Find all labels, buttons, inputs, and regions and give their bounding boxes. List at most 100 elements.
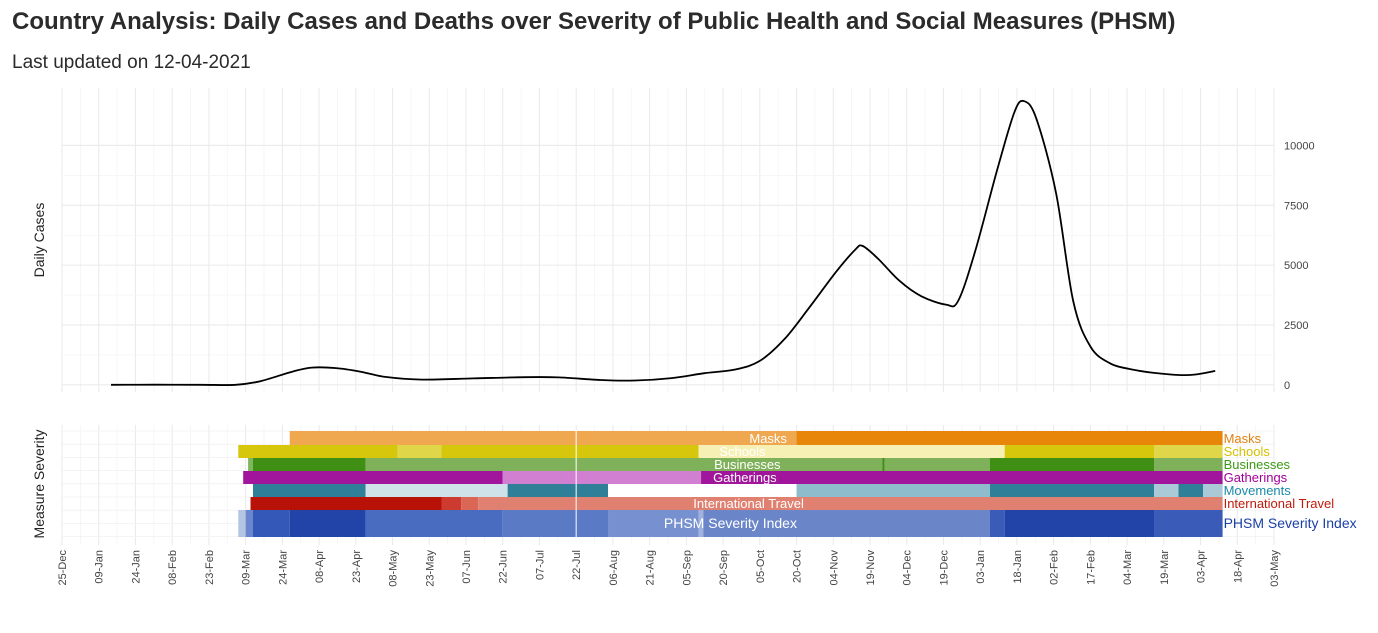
severity-segment <box>989 484 1155 497</box>
severity-segment <box>989 510 1005 537</box>
x-tick-label: 03-Jan <box>975 550 987 584</box>
severity-segment <box>461 497 479 510</box>
y-tick-label: 7500 <box>1284 200 1308 212</box>
severity-row <box>248 458 1223 471</box>
severity-segment <box>1154 484 1179 497</box>
severity-row-side-label: Schools <box>1224 444 1271 459</box>
severity-row <box>252 484 1223 497</box>
severity-segment <box>365 484 508 497</box>
severity-segment <box>252 510 290 537</box>
severity-segment <box>989 458 1155 471</box>
severity-y-axis-label: Measure Severity <box>31 430 47 539</box>
severity-segment <box>608 510 699 537</box>
severity-segment <box>252 458 366 471</box>
severity-row-inner-label: International Travel <box>693 496 804 511</box>
severity-segment <box>245 510 253 537</box>
date-x-axis: 25-Dec 09-Jan 24-Jan 08-Feb 23-Feb 09-Mar 24-M… <box>57 550 1281 587</box>
severity-segment <box>248 458 253 471</box>
severity-segment <box>1004 510 1155 537</box>
daily-cases-line <box>110 99 1216 386</box>
x-tick-label: 04-Nov <box>828 550 840 586</box>
page-title: Country Analysis: Daily Cases and Deaths… <box>12 8 1176 35</box>
severity-row <box>289 431 1223 445</box>
x-tick-label: 22-Jul <box>571 550 583 580</box>
severity-segment <box>502 510 609 537</box>
severity-segment <box>698 445 1005 458</box>
severity-segment <box>608 484 797 497</box>
severity-segment <box>289 510 366 537</box>
y-tick-label: 2500 <box>1284 320 1308 332</box>
severity-segment <box>250 497 442 510</box>
cases-line-layer <box>110 99 1216 386</box>
x-tick-label: 22-Jun <box>498 550 510 584</box>
severity-segment <box>796 431 1223 445</box>
severity-segment <box>502 471 702 484</box>
severity-segment <box>243 471 503 484</box>
severity-row <box>250 497 1223 510</box>
severity-segment <box>365 510 503 537</box>
cases-y-axis: 0 2500 5000 7500 10000 <box>1284 140 1315 391</box>
x-tick-label: 18-Jan <box>1012 550 1024 584</box>
severity-segment <box>703 510 990 537</box>
x-tick-label: 07-Jul <box>535 550 547 580</box>
x-tick-label: 23-Feb <box>204 550 216 585</box>
y-tick-label: 10000 <box>1284 140 1315 152</box>
severity-segment <box>238 445 398 458</box>
severity-row-side-label: Masks <box>1224 431 1262 446</box>
x-tick-label: 23-Apr <box>351 550 363 583</box>
x-tick-label: 19-Mar <box>1159 550 1171 585</box>
x-tick-label: 07-Jun <box>461 550 473 584</box>
x-tick-label: 18-Apr <box>1232 550 1244 583</box>
severity-segment <box>796 484 990 497</box>
severity-segment <box>698 510 704 537</box>
severity-segment <box>441 497 462 510</box>
severity-row <box>238 510 1223 537</box>
x-tick-label: 09-Mar <box>241 550 253 585</box>
x-tick-label: 05-Sep <box>681 550 693 585</box>
cases-plot-grid <box>61 88 1275 392</box>
severity-segment <box>365 458 883 471</box>
x-tick-label: 05-Oct <box>755 550 767 583</box>
x-tick-label: 08-May <box>388 550 400 587</box>
page-subtitle: Last updated on 12-04-2021 <box>12 52 251 73</box>
severity-row-inner-label: PHSM Severity Index <box>664 515 797 531</box>
severity-row-side-label: Businesses <box>1224 457 1291 472</box>
severity-segment <box>397 445 442 458</box>
x-tick-label: 04-Mar <box>1122 550 1134 585</box>
severity-row-side-label: Movements <box>1224 483 1292 498</box>
x-tick-label: 23-May <box>424 550 436 587</box>
severity-segment <box>507 484 609 497</box>
x-tick-label: 02-Feb <box>1049 550 1061 585</box>
x-tick-label: 08-Feb <box>167 550 179 585</box>
severity-segment <box>1154 510 1223 537</box>
y-tick-label: 5000 <box>1284 260 1308 272</box>
severity-row-inner-label: Movements <box>716 483 784 498</box>
severity-row-side-label: Gatherings <box>1224 470 1288 485</box>
x-tick-label: 19-Nov <box>865 550 877 586</box>
x-tick-label: 24-Mar <box>277 550 289 585</box>
severity-row-inner-label: Businesses <box>714 457 781 472</box>
x-tick-label: 04-Dec <box>902 550 914 586</box>
severity-segment <box>289 431 797 445</box>
severity-segment <box>882 458 885 471</box>
severity-row-side-label: International Travel <box>1224 496 1335 511</box>
x-tick-label: 25-Dec <box>57 550 69 586</box>
x-tick-label: 20-Oct <box>792 550 804 583</box>
severity-row <box>238 445 1223 458</box>
x-tick-label: 08-Apr <box>314 550 326 583</box>
severity-segment <box>884 458 990 471</box>
severity-segment <box>1202 484 1223 497</box>
severity-segment <box>701 471 1223 484</box>
severity-segment <box>1154 458 1223 471</box>
severity-row-side-label: PHSM Severity Index <box>1224 515 1357 531</box>
x-tick-label: 19-Dec <box>939 550 951 586</box>
x-tick-label: 17-Feb <box>1085 550 1097 585</box>
severity-row-inner-label: Schools <box>719 444 766 459</box>
severity-segment <box>1004 445 1155 458</box>
x-tick-label: 21-Aug <box>645 550 657 585</box>
x-tick-label: 06-Aug <box>608 550 620 585</box>
severity-segment <box>238 510 246 537</box>
severity-segment <box>441 445 699 458</box>
